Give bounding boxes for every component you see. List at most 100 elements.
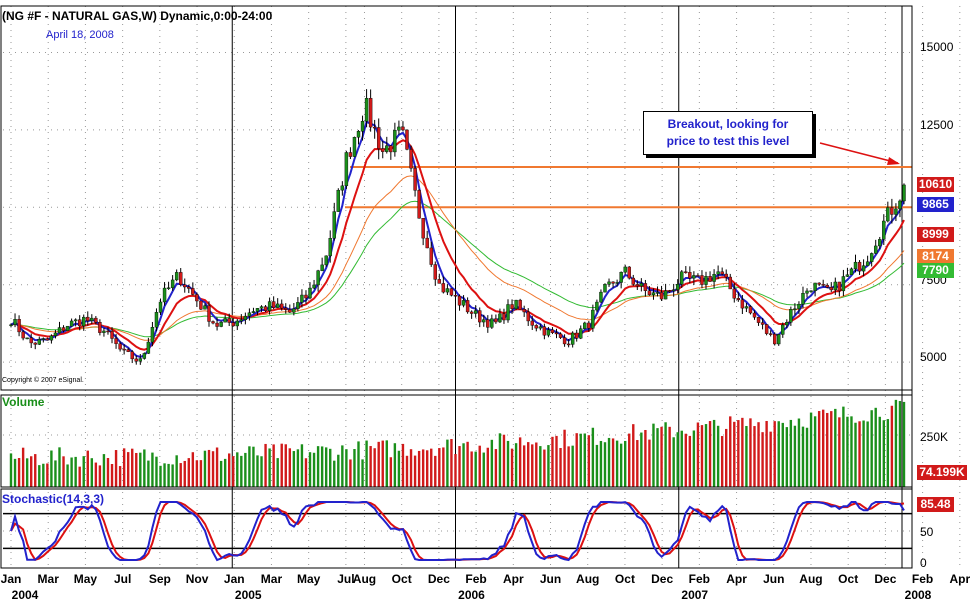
- volume-bar-25: [110, 463, 114, 487]
- candle-body-130: [534, 325, 538, 329]
- candle-body-124: [510, 304, 514, 309]
- volume-bar-56: [236, 452, 239, 487]
- volume-bar-80: [333, 460, 336, 487]
- volume-bar-198: [809, 412, 813, 487]
- x-month-label: Oct: [838, 572, 859, 586]
- candle-body-97: [401, 126, 405, 131]
- y-tick-15000: 15000: [920, 40, 954, 54]
- volume-bar-175: [716, 425, 720, 487]
- candle-body-115: [473, 310, 478, 314]
- x-month-label: Apr: [949, 572, 971, 586]
- candle-body-107: [441, 283, 446, 293]
- candle-body-189: [772, 333, 777, 345]
- volume-bar-184: [753, 426, 756, 487]
- candle-body-70: [292, 308, 296, 313]
- candle-body-1: [13, 319, 17, 325]
- volume-bar-3: [21, 447, 25, 487]
- candle-body-152: [623, 266, 627, 273]
- candle-body-111: [457, 295, 462, 306]
- candle-body-104: [429, 247, 433, 265]
- candle-body-14: [65, 325, 70, 331]
- volume-bar-192: [785, 427, 789, 487]
- candle-body-38: [162, 287, 167, 303]
- candle-body-95: [393, 130, 397, 153]
- candle-body-69: [288, 309, 292, 313]
- volume-bar-27: [118, 466, 122, 487]
- volume-bar-103: [425, 450, 429, 487]
- volume-bar-209: [854, 422, 857, 487]
- candle-body-185: [756, 317, 761, 323]
- volume-bar-109: [450, 439, 453, 487]
- candle-body-53: [223, 318, 227, 323]
- candle-body-134: [550, 329, 555, 333]
- candle-body-167: [684, 271, 688, 273]
- candle-body-56: [235, 320, 239, 327]
- candle-body-193: [789, 309, 793, 323]
- candle-body-99: [409, 149, 413, 169]
- volume-bar-217: [886, 419, 890, 487]
- volume-bar-130: [535, 442, 538, 487]
- candle-body-77: [320, 264, 324, 271]
- candle-body-103: [425, 237, 429, 249]
- x-month-label: Oct: [391, 572, 412, 586]
- volume-bar-154: [632, 424, 635, 487]
- x-year-label: 2007: [681, 588, 709, 602]
- volume-bar-99: [409, 449, 413, 487]
- candle-body-74: [308, 287, 312, 299]
- volume-bar-23: [102, 454, 106, 487]
- candle-body-170: [696, 275, 700, 277]
- candle-body-127: [522, 309, 526, 313]
- volume-bar-76: [316, 446, 320, 487]
- volume-bar-174: [712, 419, 716, 487]
- candle-body-148: [607, 281, 611, 285]
- candle-body-60: [251, 311, 256, 313]
- candle-body-12: [57, 327, 62, 334]
- candle-body-30: [130, 351, 134, 360]
- candle-body-79: [328, 238, 332, 257]
- volume-bar-69: [288, 448, 292, 487]
- volume-bar-53: [223, 458, 227, 487]
- candle-body-169: [692, 275, 696, 279]
- volume-bar-141: [579, 433, 582, 487]
- volume-bar-187: [765, 420, 768, 487]
- candle-body-51: [215, 322, 219, 327]
- volume-bar-205: [838, 417, 841, 487]
- candle-body-42: [179, 272, 183, 285]
- ma_blue-line: [10, 120, 905, 358]
- candle-body-26: [114, 338, 118, 344]
- volume-bar-116: [478, 445, 481, 487]
- candle-body-139: [570, 332, 575, 345]
- volume-bar-14: [66, 464, 69, 487]
- stochastic-k-line: [10, 501, 905, 562]
- volume-bar-219: [894, 399, 898, 487]
- volume-bar-155: [636, 440, 639, 487]
- volume-bar-204: [834, 408, 837, 487]
- y-tick-12500: 12500: [920, 118, 954, 132]
- candle-body-10: [49, 335, 54, 341]
- volume-bar-38: [163, 463, 166, 487]
- volume-bar-189: [773, 421, 776, 487]
- volume-bar-105: [434, 455, 437, 487]
- y-tick-0: 0: [920, 556, 927, 570]
- x-month-label: Mar: [260, 572, 283, 586]
- volume-bar-202: [826, 412, 829, 487]
- candle-body-213: [869, 253, 874, 262]
- candle-body-55: [231, 322, 235, 327]
- candle-body-184: [752, 312, 757, 318]
- candle-body-25: [110, 330, 114, 339]
- volume-bar-89: [369, 446, 372, 487]
- volume-bar-153: [628, 433, 631, 487]
- candle-body-89: [368, 98, 373, 128]
- volume-bar-182: [745, 425, 748, 487]
- volume-bar-17: [78, 466, 81, 487]
- candle-body-72: [300, 294, 304, 303]
- volume-bar-211: [862, 420, 865, 487]
- candle-body-186: [760, 322, 765, 325]
- candle-body-93: [385, 145, 389, 152]
- candle-body-9: [45, 338, 50, 341]
- candle-body-133: [546, 329, 551, 336]
- volume-bar-101: [417, 450, 421, 487]
- candle-body-144: [591, 309, 595, 329]
- candle-body-83: [344, 152, 349, 187]
- candle-body-13: [61, 327, 66, 331]
